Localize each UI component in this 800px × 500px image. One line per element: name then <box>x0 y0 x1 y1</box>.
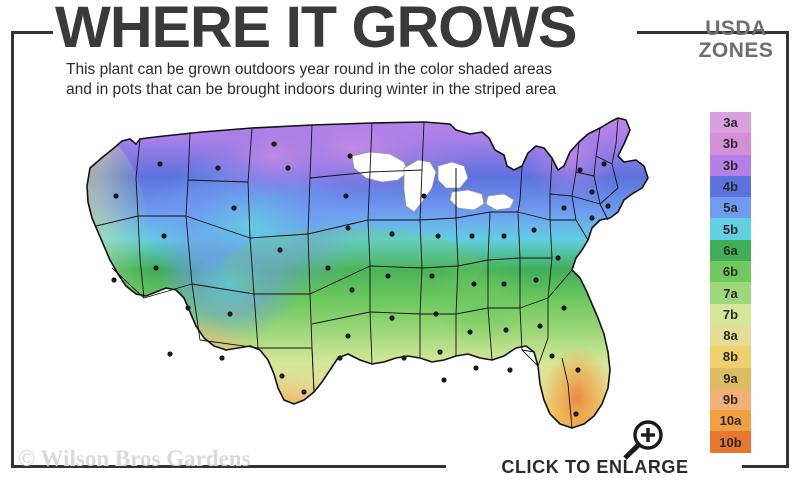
legend-swatch-10a: 10a <box>710 410 751 432</box>
legend-swatch-9a: 9a <box>710 367 751 389</box>
usda-zone-legend: 3a 3b 3b 4b 5a 5b 6a 6b 7a 7b 8a 8b 9a 9b 10a 10b <box>710 112 751 453</box>
frame-border-bottom-right <box>742 465 789 468</box>
legend-swatch-4b: 4b <box>710 175 751 198</box>
frame-border-left <box>11 31 14 468</box>
state-borders <box>95 117 619 429</box>
legend-title: USDA ZONES <box>684 18 788 62</box>
legend-swatch-5b: 5b <box>710 218 751 240</box>
legend-swatch-8b: 8b <box>710 346 751 368</box>
country-outline <box>86 117 649 429</box>
map-svg <box>86 117 649 429</box>
legend-title-line2: ZONES <box>698 39 774 62</box>
legend-swatch-6a: 6a <box>710 239 751 262</box>
legend-title-line1: USDA <box>705 17 767 40</box>
legend-swatch-7b: 7b <box>710 303 751 325</box>
legend-swatch-5a: 5a <box>710 197 751 219</box>
legend-swatch-6b: 6b <box>710 261 751 283</box>
frame-border-top-left <box>11 31 53 34</box>
click-to-enlarge-label[interactable]: CLICK TO ENLARGE <box>501 457 689 477</box>
frame-border-right <box>786 31 789 468</box>
legend-swatch-10b: 10b <box>710 431 751 453</box>
legend-swatch-9b: 9b <box>710 388 751 411</box>
usda-hardiness-zone-map[interactable] <box>52 108 667 453</box>
page-subtitle: This plant can be grown outdoors year ro… <box>66 61 557 98</box>
legend-swatch-3b: 3b <box>710 133 751 155</box>
frame-border-top-right <box>637 31 789 34</box>
legend-swatch-3a: 3a <box>710 112 751 134</box>
city-dots <box>111 141 611 417</box>
legend-swatch-3b: 3b <box>710 154 751 176</box>
frame-border-bottom-left <box>11 465 446 468</box>
magnifier-plus-icon[interactable] <box>618 418 668 464</box>
watermark-copyright: © Wilson Bros Gardens <box>18 446 251 471</box>
page-title: WHERE IT GROWS <box>55 0 577 60</box>
legend-swatch-8a: 8a <box>710 324 751 347</box>
legend-swatch-7a: 7a <box>710 282 751 304</box>
great-lakes <box>351 151 515 213</box>
